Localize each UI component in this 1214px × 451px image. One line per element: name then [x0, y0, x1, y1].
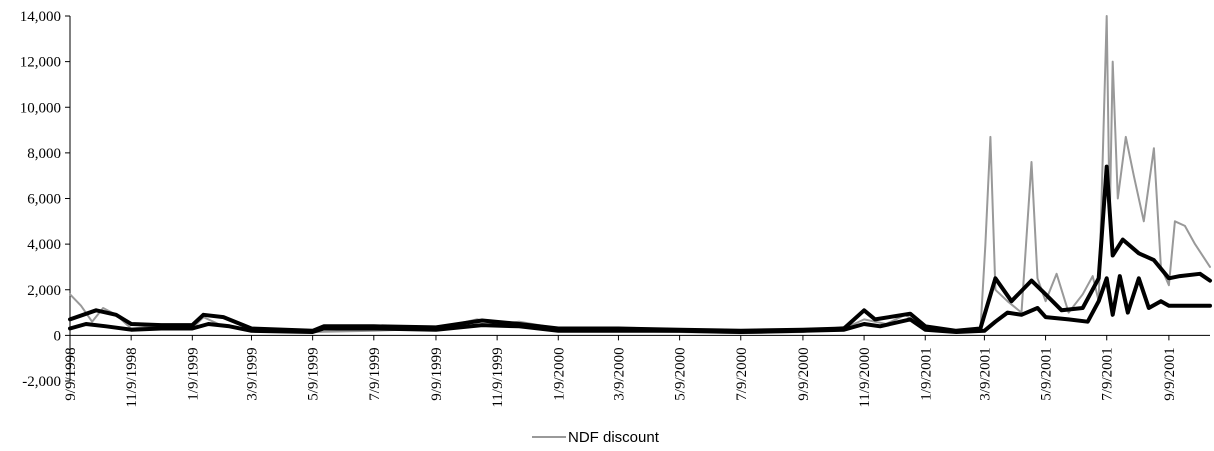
y-tick-label: -2,000: [22, 374, 61, 390]
x-tick-label: 7/9/2001: [1100, 347, 1116, 400]
x-tick-label: 7/9/2000: [734, 347, 750, 400]
x-tick-label: 1/9/2001: [918, 347, 934, 400]
x-tick-label: 3/9/1999: [244, 347, 260, 400]
x-tick-label: 9/9/2001: [1162, 347, 1178, 400]
x-tick-label: 7/9/1999: [367, 347, 383, 400]
x-tick-label: 5/9/2001: [1039, 347, 1055, 400]
x-tick-label: 1/9/2000: [551, 347, 567, 400]
x-tick-label: 9/9/1998: [63, 347, 79, 400]
y-tick-label: 12,000: [20, 55, 61, 71]
y-tick-label: 8,000: [27, 146, 61, 162]
x-axis: 9/9/1998 11/9/1998 1/9/1999 3/9/1999 5/9/199…: [63, 334, 1210, 408]
x-tick-label: 3/9/2000: [611, 347, 627, 400]
x-tick-label: 9/9/1999: [429, 347, 445, 400]
y-tick-label: 6,000: [27, 192, 61, 208]
legend-label-ndf-discount: NDF discount: [568, 429, 660, 446]
x-tick-label: 3/9/2001: [977, 347, 993, 400]
y-tick-label: 14,000: [20, 9, 61, 25]
x-tick-label: 11/9/2000: [857, 347, 873, 407]
x-tick-label: 1/9/1999: [185, 347, 201, 400]
x-tick-label: 9/9/2000: [796, 347, 812, 400]
y-tick-label: 0: [54, 328, 62, 344]
x-tick-label: 11/9/1998: [124, 347, 140, 407]
x-tick-label: 5/9/1999: [306, 347, 322, 400]
y-tick-label: 2,000: [27, 283, 61, 299]
y-axis: 14,000 12,000 10,000 8,000 6,000 4,000 2,000 0 -…: [20, 9, 71, 390]
series-line-3: [68, 274, 1212, 334]
series-line-2: [68, 164, 1212, 333]
y-tick-label: 4,000: [27, 237, 61, 253]
x-tick-label: 5/9/2000: [673, 347, 689, 400]
x-tick-label: 11/9/1999: [490, 347, 506, 407]
y-tick-label: 10,000: [20, 100, 61, 116]
legend: NDF discount: [532, 429, 660, 446]
series-lines: [68, 15, 1212, 335]
